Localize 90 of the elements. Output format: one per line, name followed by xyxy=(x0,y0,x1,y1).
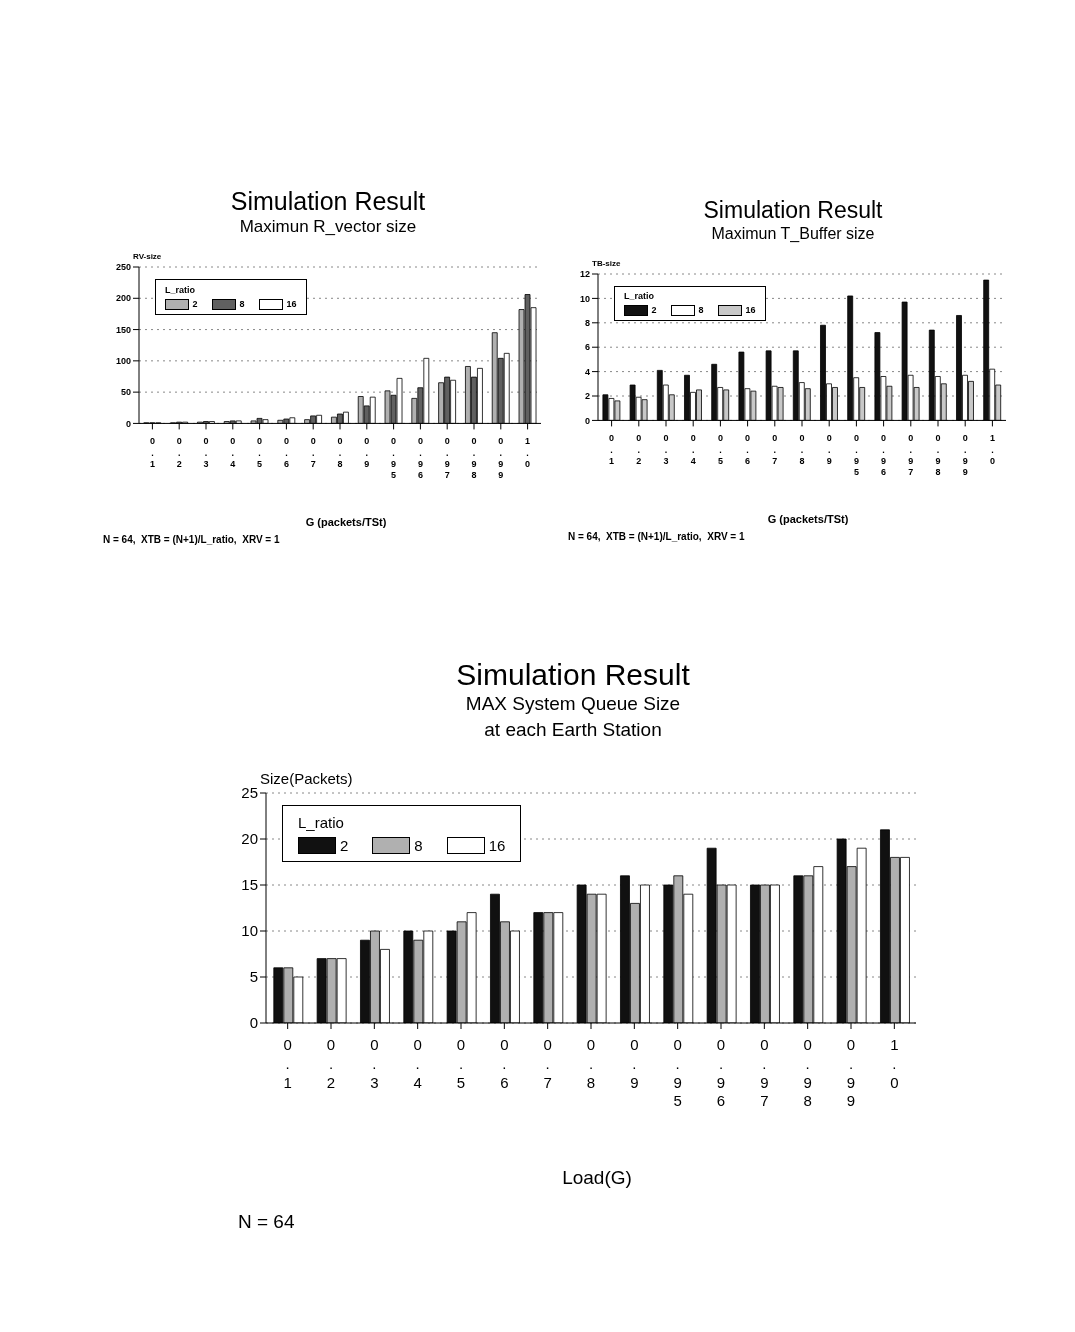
y-tick-label: 2 xyxy=(584,391,590,402)
legend-label: 8 xyxy=(413,836,423,854)
y-tick-label: 4 xyxy=(584,366,590,377)
x-tick-label: 0.97 xyxy=(760,1036,769,1110)
x-tick-label: 0.96 xyxy=(881,433,887,478)
y-tick-label: 25 xyxy=(241,784,258,802)
x-tick-label: 0.99 xyxy=(962,433,968,478)
chart-subtitle: Maximun T_Buffer size xyxy=(710,224,876,245)
x-tick-label: 0.95 xyxy=(391,436,397,481)
x-tick-label: 1.0 xyxy=(525,436,531,470)
x-tick-label: 0.95 xyxy=(673,1036,682,1110)
x-tick-label: 0.4 xyxy=(413,1036,422,1091)
chart-subtitle: MAX System Queue Size at each Earth Station xyxy=(464,692,682,742)
text: N = 64, XTB = (N+1)/L_ratio, XRV = 1 xyxy=(568,530,746,542)
x-tick-label: 0.6 xyxy=(500,1036,509,1091)
x-tick-label: 0.99 xyxy=(846,1036,856,1110)
x-tick-label: 0.98 xyxy=(471,436,477,481)
x-tick-label: 0.98 xyxy=(803,1036,812,1110)
x-tick-label: 0.97 xyxy=(444,436,450,481)
x-tick-label: 0.1 xyxy=(149,436,155,470)
x-tick-label: 0.3 xyxy=(370,1036,379,1091)
x-tick-label: 0.95 xyxy=(853,433,859,478)
legend-label: 2 xyxy=(339,836,349,854)
x-tick-label: 0.7 xyxy=(543,1036,552,1091)
legend-label: 16 xyxy=(285,298,297,310)
text: N = 64 xyxy=(238,1211,296,1234)
x-tick-label: 1.0 xyxy=(989,433,995,466)
legend-title: L_ratio xyxy=(624,291,655,302)
y-tick-label: 0 xyxy=(249,1014,258,1032)
x-tick-label: 0.5 xyxy=(456,1036,466,1091)
x-tick-label: 0.1 xyxy=(609,433,615,466)
x-tick-label: 0.6 xyxy=(283,436,289,470)
x-tick-label: 0.3 xyxy=(203,436,209,470)
x-tick-label: 0.5 xyxy=(257,436,263,470)
y-axis-title: TB-size xyxy=(592,258,622,268)
x-tick-label: 0.1 xyxy=(283,1036,292,1091)
legend-label: 2 xyxy=(650,304,657,316)
y-tick-label: 15 xyxy=(241,876,258,894)
x-tick-label: 0.2 xyxy=(326,1036,336,1091)
y-tick-label: 0 xyxy=(584,415,590,426)
x-tick-label: 0.8 xyxy=(337,436,343,470)
x-tick-label: 0.2 xyxy=(636,433,642,466)
y-tick-label: 100 xyxy=(115,356,131,367)
y-tick-label: 150 xyxy=(115,325,131,336)
chart-subtitle: Maximun R_vector size xyxy=(238,215,418,238)
x-tick-label: 0.8 xyxy=(586,1036,596,1091)
y-tick-label: 10 xyxy=(579,293,590,304)
x-tick-label: 0.8 xyxy=(799,433,805,466)
legend-label: 16 xyxy=(487,836,506,854)
x-axis-title: Load(G) xyxy=(561,1167,633,1190)
x-tick-label: 0.98 xyxy=(935,433,941,478)
y-tick-label: 12 xyxy=(579,269,590,280)
x-tick-label: 0.96 xyxy=(417,436,423,481)
y-axis-title: Size(Packets) xyxy=(260,770,354,788)
x-tick-label: 0.99 xyxy=(498,436,504,481)
x-tick-label: 0.7 xyxy=(772,433,778,466)
y-tick-label: 250 xyxy=(115,262,131,273)
x-axis-title: G (packets/TSt) xyxy=(304,516,388,529)
x-tick-label: 1.0 xyxy=(890,1036,899,1091)
x-tick-label: 0.7 xyxy=(310,436,316,470)
x-tick-label: 0.3 xyxy=(663,433,669,466)
x-tick-label: 0.96 xyxy=(716,1036,726,1110)
legend-label: 16 xyxy=(744,304,756,316)
y-tick-label: 6 xyxy=(584,342,590,353)
legend-label: 2 xyxy=(191,298,198,310)
x-tick-label: 0.9 xyxy=(826,433,832,466)
y-tick-label: 200 xyxy=(115,293,131,304)
y-tick-label: 5 xyxy=(249,968,258,986)
x-tick-label: 0.97 xyxy=(908,433,914,478)
y-tick-label: 20 xyxy=(241,830,258,848)
text: N = 64, XTB = (N+1)/L_ratio, XRV = 1 xyxy=(103,534,281,546)
x-tick-label: 0.6 xyxy=(745,433,751,466)
legend-title: L_ratio xyxy=(298,813,345,831)
y-tick-label: 50 xyxy=(120,387,131,398)
chart-title: Simulation Result xyxy=(702,197,884,224)
x-tick-label: 0.9 xyxy=(364,436,370,470)
x-tick-label: 0.4 xyxy=(230,436,236,470)
y-tick-label: 0 xyxy=(125,419,131,430)
x-tick-label: 0.4 xyxy=(690,433,696,466)
x-tick-label: 0.5 xyxy=(717,433,723,466)
chart-title: Simulation Result xyxy=(455,658,691,691)
x-tick-label: 0.2 xyxy=(176,436,182,470)
x-tick-label: 0.9 xyxy=(630,1036,639,1091)
legend-title: L_ratio xyxy=(165,284,196,295)
y-tick-label: 8 xyxy=(584,317,590,328)
chart-title: Simulation Result xyxy=(229,187,427,216)
y-axis-title: RV-size xyxy=(133,252,163,262)
x-axis-title: G (packets/TSt) xyxy=(766,512,850,525)
legend-label: 8 xyxy=(697,304,704,316)
y-tick-label: 10 xyxy=(241,922,258,940)
